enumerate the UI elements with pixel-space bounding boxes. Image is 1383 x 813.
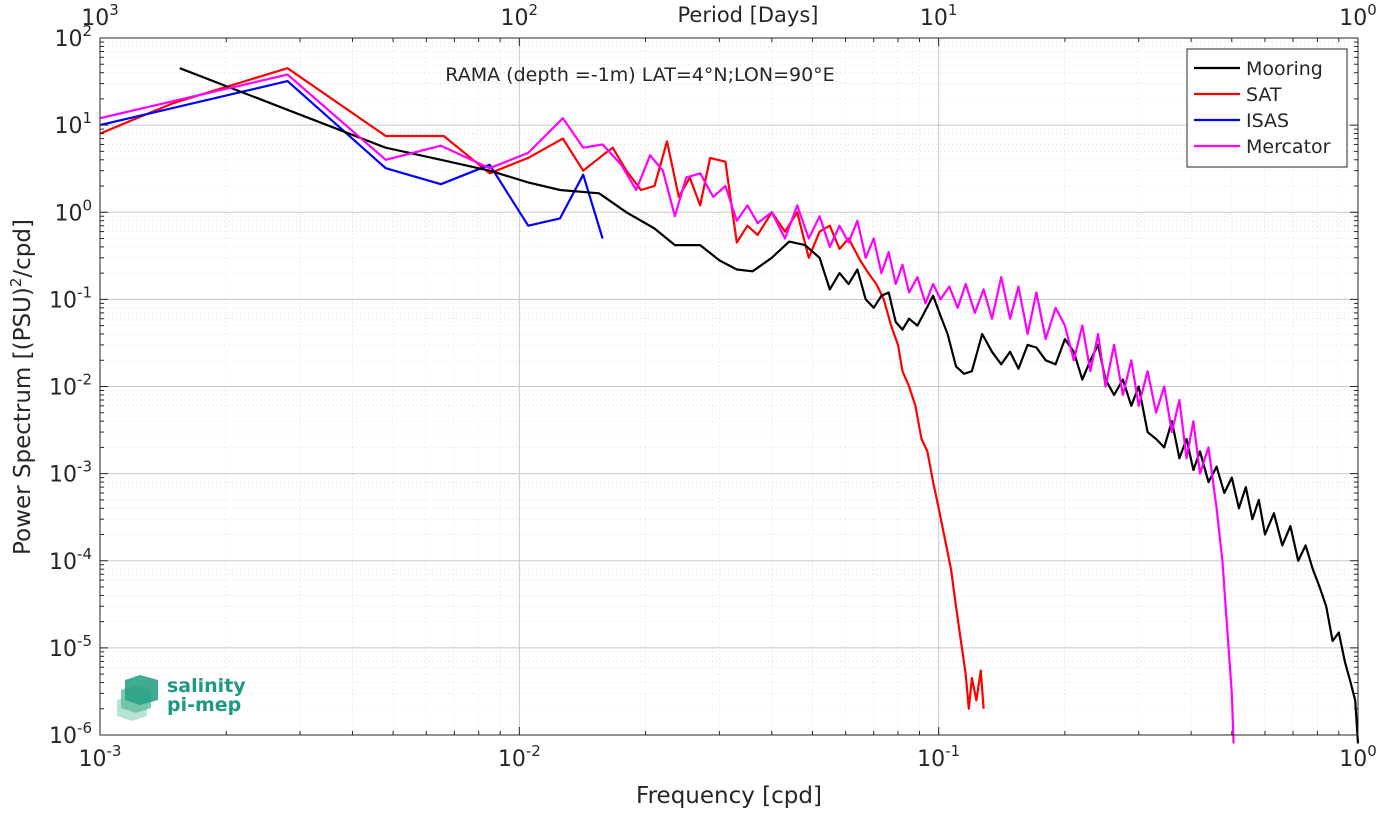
y-tick-label-base: 10 [49, 288, 77, 313]
top-tick-label: 100 [1339, 1, 1377, 31]
y-tick-label-base: 10 [49, 724, 77, 749]
y-tick-label-exp: 0 [82, 196, 92, 214]
x-tick-label-base: 10 [79, 747, 107, 772]
x-tick-label-exp: 0 [1367, 742, 1377, 760]
x-tick-label: 10-3 [79, 742, 122, 772]
logo-line2: pi-mep [167, 694, 241, 716]
top-tick-label: 103 [81, 1, 119, 31]
top-axis-label: Period [Days] [678, 3, 819, 27]
y-tick-label: 10-5 [49, 632, 92, 662]
legend-label-sat: SAT [1246, 84, 1282, 106]
top-tick-label-exp: 0 [1367, 1, 1377, 19]
y-tick-label-base: 10 [49, 463, 77, 488]
y-tick-label: 10-6 [49, 719, 92, 749]
series-line-isas [99, 80, 604, 239]
x-axis-label: Frequency [cpd] [636, 783, 822, 809]
y-tick-label-base: 10 [49, 637, 77, 662]
x-tick-label-base: 10 [1339, 747, 1367, 772]
top-tick-label-base: 10 [920, 6, 948, 31]
axis-ticks [99, 37, 1359, 736]
y-tick-label-base: 10 [54, 201, 82, 226]
y-tick-label-exp: -4 [77, 545, 92, 563]
series-line-sat [99, 67, 985, 710]
y-tick-label-exp: 2 [82, 22, 92, 40]
x-tick-label: 10-1 [917, 742, 960, 772]
y-axis-label-sup: 2 [7, 278, 25, 288]
y-tick-label-base: 10 [54, 27, 82, 52]
y-tick-label: 102 [54, 22, 92, 52]
top-tick-label-exp: 2 [529, 1, 539, 19]
y-tick-label: 100 [54, 196, 92, 226]
y-tick-label-base: 10 [49, 550, 77, 575]
y-tick-label-exp: -6 [77, 719, 92, 737]
y-tick-label-exp: 1 [82, 109, 92, 127]
series-layer [99, 67, 1360, 744]
y-tick-label-exp: -1 [77, 283, 92, 301]
legend-label-mooring: Mooring [1246, 58, 1323, 80]
y-tick-label: 10-2 [49, 371, 92, 401]
chart-title: RAMA (depth =-1m) LAT=4°N;LON=90°E [445, 64, 834, 86]
logo-line1: salinity [167, 675, 246, 697]
x-tick-label: 10-2 [498, 742, 541, 772]
legend-label-mercator: Mercator [1246, 136, 1331, 158]
major-grid [100, 38, 1358, 735]
x-tick-label-exp: -3 [107, 742, 122, 760]
y-tick-label: 10-4 [49, 545, 92, 575]
series-line-mooring [179, 67, 1360, 744]
legend-label-isas: ISAS [1246, 110, 1289, 132]
top-tick-label-base: 10 [501, 6, 529, 31]
y-tick-label-base: 10 [49, 376, 77, 401]
top-tick-label: 102 [501, 1, 539, 31]
legend: Mooring SAT ISAS Mercator [1186, 48, 1348, 168]
y-axis-label-text-end: /cpd] [10, 219, 36, 278]
top-tick-label-base: 10 [81, 6, 109, 31]
y-tick-label: 10-1 [49, 283, 92, 313]
y-tick-label-exp: -2 [77, 371, 92, 389]
salinity-pi-mep-logo: salinity pi-mep [117, 675, 246, 721]
y-tick-label-base: 10 [54, 114, 82, 139]
y-tick-label: 101 [54, 109, 92, 139]
y-tick-label-exp: -3 [77, 458, 92, 476]
y-tick-label-exp: -5 [77, 632, 92, 650]
x-tick-label: 100 [1339, 742, 1377, 772]
y-axis-label-text: Power Spectrum [(PSU) [10, 287, 36, 555]
top-tick-label-exp: 3 [109, 1, 119, 19]
top-tick-label: 101 [920, 1, 958, 31]
x-tick-label-exp: -1 [945, 742, 960, 760]
top-tick-label-base: 10 [1339, 6, 1367, 31]
y-axis-label: Power Spectrum [(PSU)2/cpd] [7, 219, 36, 555]
x-tick-label-base: 10 [498, 747, 526, 772]
y-tick-label: 10-3 [49, 458, 92, 488]
x-tick-label-base: 10 [917, 747, 945, 772]
series-line-mercator [99, 73, 1235, 744]
top-tick-label-exp: 1 [948, 1, 958, 19]
x-tick-label-exp: -2 [526, 742, 541, 760]
